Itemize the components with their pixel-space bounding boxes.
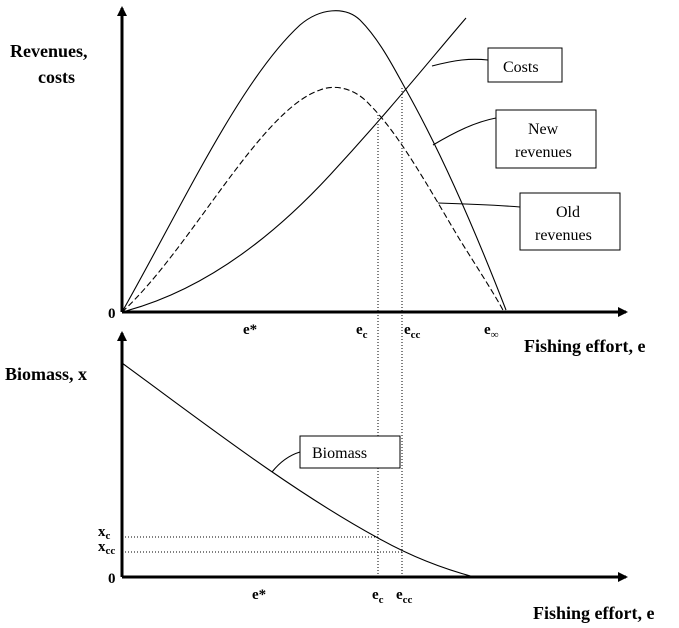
top-tick-e-star: e* <box>243 322 257 338</box>
biomass-label-box: Biomass <box>299 435 401 469</box>
top-tick-e-cc: ecc <box>404 322 421 341</box>
top-tick-e-inf: e∞ <box>484 322 499 341</box>
bottom-origin-label: 0 <box>108 571 116 587</box>
new-revenues-leader-line <box>432 117 497 146</box>
biomass-curve <box>121 362 475 578</box>
new-revenues-label-line1: New <box>528 121 559 138</box>
bottom-x-axis-title: Fishing effort, e <box>533 603 654 623</box>
bottom-tick-e-c: ec <box>372 587 384 606</box>
biomass-label: Biomass <box>312 445 367 462</box>
biomass-leader-line <box>271 451 301 473</box>
top-y-axis-title-line2: costs <box>38 67 75 87</box>
bottom-tick-x-c: xc <box>98 524 111 542</box>
old-revenues-label-box: Old revenues <box>519 192 621 251</box>
top-x-axis-title: Fishing effort, e <box>524 336 645 356</box>
top-panel: Revenues, costs Fishing effort, e 0 e* e… <box>10 6 645 356</box>
costs-curve <box>121 17 467 313</box>
costs-label-box: Costs <box>487 47 563 83</box>
old-revenues-label-line2: revenues <box>535 227 592 244</box>
bottom-tick-e-cc: ecc <box>396 587 413 606</box>
bottom-panel: Biomass, x Fishing effort, e 0 e* ec ecc… <box>5 312 654 623</box>
bottom-tick-e-star: e* <box>252 587 266 603</box>
top-origin-label: 0 <box>108 306 116 322</box>
new-revenues-curve <box>121 10 507 313</box>
old-revenues-curve <box>121 86 505 313</box>
costs-leader-line <box>431 58 489 67</box>
bottom-tick-x-cc: xcc <box>98 539 115 557</box>
old-revenues-leader-line <box>437 202 521 208</box>
costs-label: Costs <box>503 59 539 76</box>
new-revenues-label-box: New revenues <box>495 109 597 169</box>
old-revenues-label-line1: Old <box>556 204 580 221</box>
bottom-y-axis-title: Biomass, x <box>5 364 87 384</box>
new-revenues-label-line2: revenues <box>515 144 572 161</box>
top-tick-e-c: ec <box>356 322 368 341</box>
top-y-axis-title-line1: Revenues, <box>10 41 88 61</box>
